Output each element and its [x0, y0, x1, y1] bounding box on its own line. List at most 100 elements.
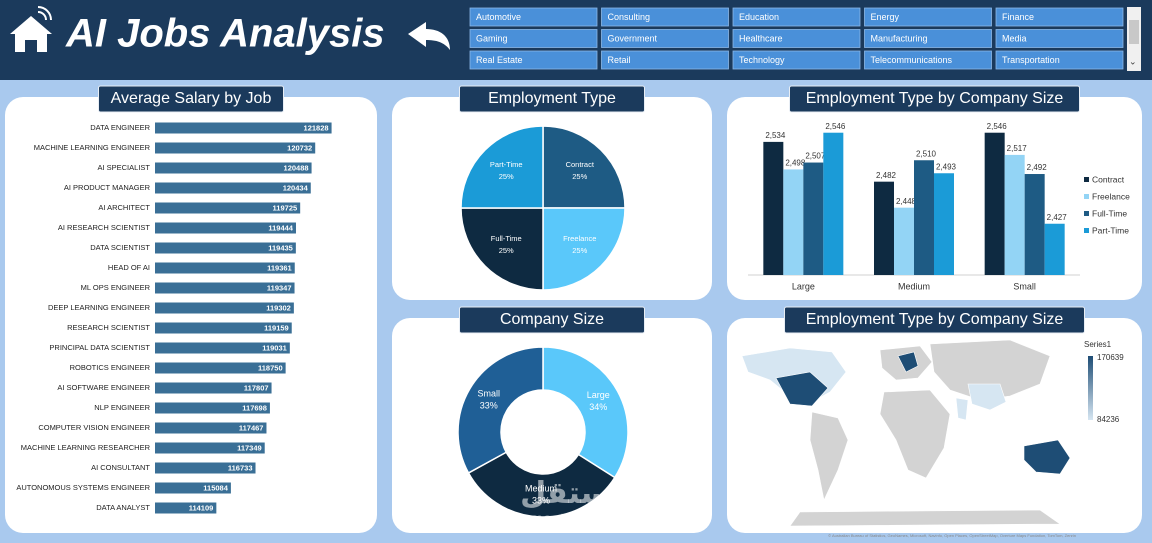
value-label: 2,448 [896, 197, 917, 206]
slicer-button[interactable] [469, 29, 598, 48]
slice-value: 34% [589, 402, 607, 412]
slicer-button[interactable] [995, 7, 1124, 27]
slicer-label[interactable]: Media [1002, 33, 1027, 43]
category-label: ROBOTICS ENGINEER [70, 363, 151, 372]
back-arrow[interactable] [408, 22, 450, 50]
slicer-label[interactable]: Healthcare [739, 33, 783, 43]
slice-value: 25% [572, 246, 587, 255]
slicer-button[interactable] [995, 50, 1124, 70]
slicer-label[interactable]: Automotive [476, 12, 521, 22]
slicer-button[interactable] [601, 50, 729, 70]
value-label: 117467 [239, 423, 264, 432]
category-label: AI CONSULTANT [91, 463, 150, 472]
slicer-button[interactable] [469, 7, 598, 27]
bar [155, 162, 312, 174]
donut-slice [467, 451, 616, 518]
category-label: MACHINE LEARNING RESEARCHER [21, 443, 151, 452]
panel-title-box [459, 85, 645, 113]
slicer-label[interactable]: Technology [739, 55, 785, 65]
bar [155, 122, 332, 134]
svg-text:mostaql.com: mostaql.com [530, 511, 621, 528]
pie-slice [542, 207, 626, 291]
value-label: 118750 [258, 363, 283, 372]
slicer-label[interactable]: Consulting [608, 12, 651, 22]
slicer-button[interactable] [469, 50, 598, 70]
bar [1024, 174, 1045, 275]
value-label: 2,498 [785, 159, 806, 168]
slice-name: Full-Time [491, 234, 522, 243]
map-attribution: © Australian Bureau of Statistics, GeoNa… [828, 533, 1076, 538]
slice-value: 33% [480, 400, 498, 410]
slicer-button[interactable] [732, 29, 861, 48]
bar [934, 173, 954, 275]
legend-swatch [1084, 228, 1089, 233]
slicer-label[interactable]: Education [739, 12, 779, 22]
slicer-button[interactable] [601, 7, 729, 27]
slicer-label[interactable]: Finance [1002, 12, 1034, 22]
home-icon[interactable] [10, 6, 52, 52]
slice-name: Medium [525, 483, 557, 493]
slicer-button[interactable] [864, 7, 992, 27]
bar [803, 162, 824, 275]
value-label: 120488 [284, 163, 309, 172]
slicer-button[interactable] [864, 29, 992, 48]
slicer-label[interactable]: Energy [871, 12, 900, 22]
bar [155, 402, 270, 414]
slice-name: Small [478, 388, 501, 398]
value-label: 114109 [189, 503, 214, 512]
value-label: 117698 [242, 403, 267, 412]
legend-label: Part-Time [1092, 225, 1129, 235]
slicer-label[interactable]: Manufacturing [871, 33, 928, 43]
bar [155, 142, 316, 154]
panel-title: Company Size [500, 311, 604, 328]
pie-slice [460, 125, 544, 209]
value-label: 119444 [268, 223, 293, 232]
bar [155, 282, 295, 294]
svg-text:مستقل: مستقل [520, 477, 630, 510]
value-label: 119302 [266, 303, 291, 312]
bar [155, 462, 256, 474]
slice-name: Contract [566, 160, 595, 169]
category-label: AI PRODUCT MANAGER [64, 183, 151, 192]
donut-slice [542, 346, 629, 479]
category-label: AI SOFTWARE ENGINEER [57, 383, 150, 392]
pie-slice [542, 125, 626, 209]
value-label: 121828 [304, 123, 329, 132]
category-label: AUTONOMOUS SYSTEMS ENGINEER [16, 483, 150, 492]
slicer-button[interactable] [601, 29, 729, 48]
value-label: 119725 [273, 203, 298, 212]
scroll-thumb[interactable] [1129, 20, 1139, 44]
value-label: 119361 [267, 263, 292, 272]
slicer-label[interactable]: Retail [608, 55, 631, 65]
bar [155, 302, 294, 314]
bar [155, 382, 272, 394]
slicer-button[interactable] [732, 50, 861, 70]
category-label: MACHINE LEARNING ENGINEER [34, 143, 151, 152]
slicer-button[interactable] [732, 7, 861, 27]
bar [155, 222, 296, 234]
panel-title: Average Salary by Job [111, 90, 272, 107]
legend-min: 84236 [1097, 415, 1120, 424]
legend-label: Freelance [1092, 191, 1130, 201]
bar [894, 207, 914, 275]
value-label: 2,546 [987, 122, 1008, 131]
value-label: 119435 [268, 243, 293, 252]
slicer-label[interactable]: Government [608, 33, 658, 43]
legend-bar [1088, 356, 1093, 420]
value-label: 117349 [237, 443, 262, 452]
slicer-label[interactable]: Gaming [476, 33, 508, 43]
slicer-button[interactable] [995, 29, 1124, 48]
slicer-label[interactable]: Telecommunications [871, 55, 953, 65]
slicer-button[interactable] [864, 50, 992, 70]
slice-value: 25% [499, 246, 514, 255]
slicer-label[interactable]: Real Estate [476, 55, 523, 65]
slicer-label[interactable]: Transportation [1002, 55, 1060, 65]
country [929, 339, 1051, 401]
donut-slice [457, 346, 544, 474]
value-label: 2,546 [825, 122, 846, 131]
value-label: 2,510 [916, 149, 937, 158]
slice-name: Part-Time [490, 160, 523, 169]
category-label: AI ARCHITECT [98, 203, 150, 212]
scroll-down[interactable]: ⌄ [1129, 56, 1137, 66]
